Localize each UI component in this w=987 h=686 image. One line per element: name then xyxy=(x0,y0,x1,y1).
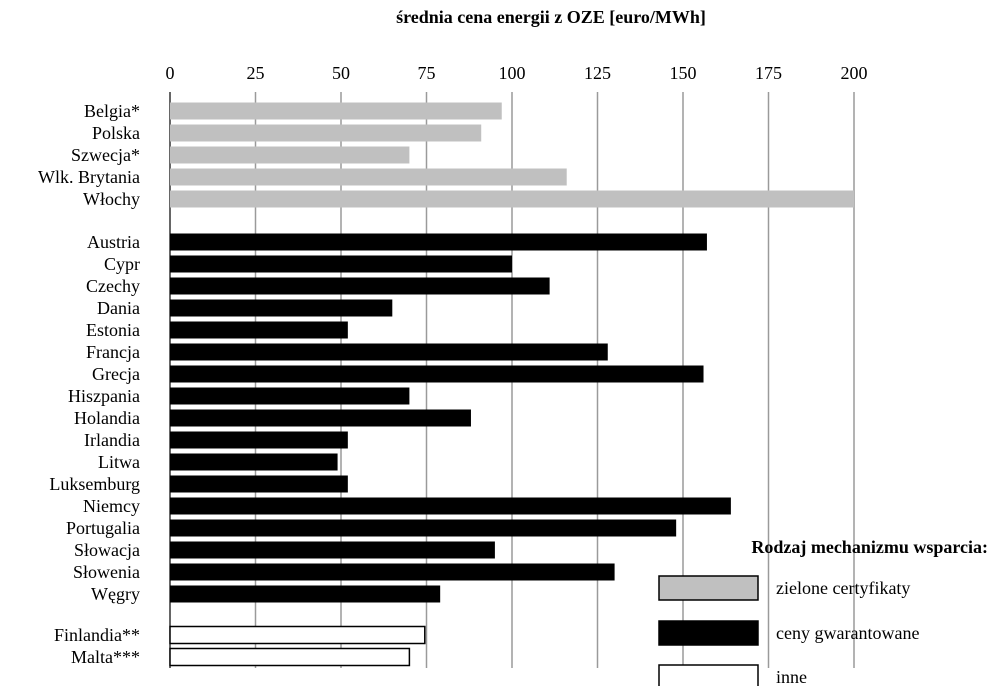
x-tick-label: 50 xyxy=(332,63,350,83)
category-label: Szwecja* xyxy=(71,145,140,165)
category-label: Holandia xyxy=(74,408,140,428)
x-tick-label: 25 xyxy=(247,63,265,83)
legend-swatch xyxy=(658,664,759,686)
category-label: Czechy xyxy=(86,276,140,296)
bar xyxy=(170,519,677,537)
bar xyxy=(170,387,410,405)
bar xyxy=(170,541,495,559)
category-label: Finlandia** xyxy=(54,625,140,645)
category-label: Estonia xyxy=(86,320,140,340)
bar xyxy=(170,431,348,449)
bar xyxy=(170,146,410,164)
category-label: Portugalia xyxy=(66,518,140,538)
bar xyxy=(170,497,731,515)
category-label: Wlk. Brytania xyxy=(38,167,140,187)
category-label: Litwa xyxy=(98,452,140,472)
bar xyxy=(170,563,615,581)
bar xyxy=(170,277,550,295)
bar xyxy=(170,233,707,251)
legend-label: zielone certyfikaty xyxy=(776,578,910,598)
bar xyxy=(170,124,482,142)
bar xyxy=(170,168,567,186)
bar xyxy=(169,625,426,645)
legend-title: Rodzaj mechanizmu wsparcia: xyxy=(751,537,987,557)
category-label: Grecja xyxy=(92,364,140,384)
bar xyxy=(170,299,393,317)
bar xyxy=(169,647,411,667)
bar xyxy=(170,343,608,361)
category-label: Malta*** xyxy=(71,647,140,667)
category-label: Słowacja xyxy=(74,540,140,560)
category-label: Francja xyxy=(86,342,140,362)
category-label: Irlandia xyxy=(84,430,140,450)
bar xyxy=(170,365,704,383)
x-tick-label: 150 xyxy=(670,63,697,83)
category-label: Węgry xyxy=(91,584,140,604)
chart-title: średnia cena energii z OZE [euro/MWh] xyxy=(396,7,706,27)
category-label: Niemcy xyxy=(83,496,140,516)
bar xyxy=(170,102,502,120)
x-tick-label: 175 xyxy=(755,63,782,83)
bar xyxy=(170,409,471,427)
category-label: Austria xyxy=(87,232,140,252)
bar xyxy=(170,475,348,493)
category-label: Belgia* xyxy=(84,101,140,121)
category-label: Dania xyxy=(97,298,140,318)
x-tick-label: 75 xyxy=(418,63,436,83)
x-tick-label: 100 xyxy=(499,63,526,83)
x-tick-label: 0 xyxy=(166,63,175,83)
x-axis-ticks: 0 25 50 75 100 125 150 175 200 xyxy=(166,63,868,83)
bar xyxy=(170,585,441,603)
category-label: Luksemburg xyxy=(49,474,140,494)
bar xyxy=(170,255,512,273)
legend-label: ceny gwarantowane xyxy=(776,623,919,643)
bar xyxy=(170,453,338,471)
legend-label: inne xyxy=(776,667,807,686)
bar xyxy=(170,321,348,339)
category-label: Słowenia xyxy=(73,562,140,582)
category-label: Włochy xyxy=(83,189,140,209)
bar xyxy=(170,190,854,208)
legend-swatch xyxy=(658,575,759,601)
x-tick-label: 200 xyxy=(841,63,868,83)
category-label: Polska xyxy=(92,123,140,143)
legend-swatch xyxy=(658,620,759,646)
category-label: Hiszpania xyxy=(68,386,140,406)
category-label: Cypr xyxy=(104,254,140,274)
x-tick-label: 125 xyxy=(584,63,611,83)
legend: Rodzaj mechanizmu wsparcia: zielone cert… xyxy=(658,537,987,686)
bars xyxy=(169,102,854,667)
